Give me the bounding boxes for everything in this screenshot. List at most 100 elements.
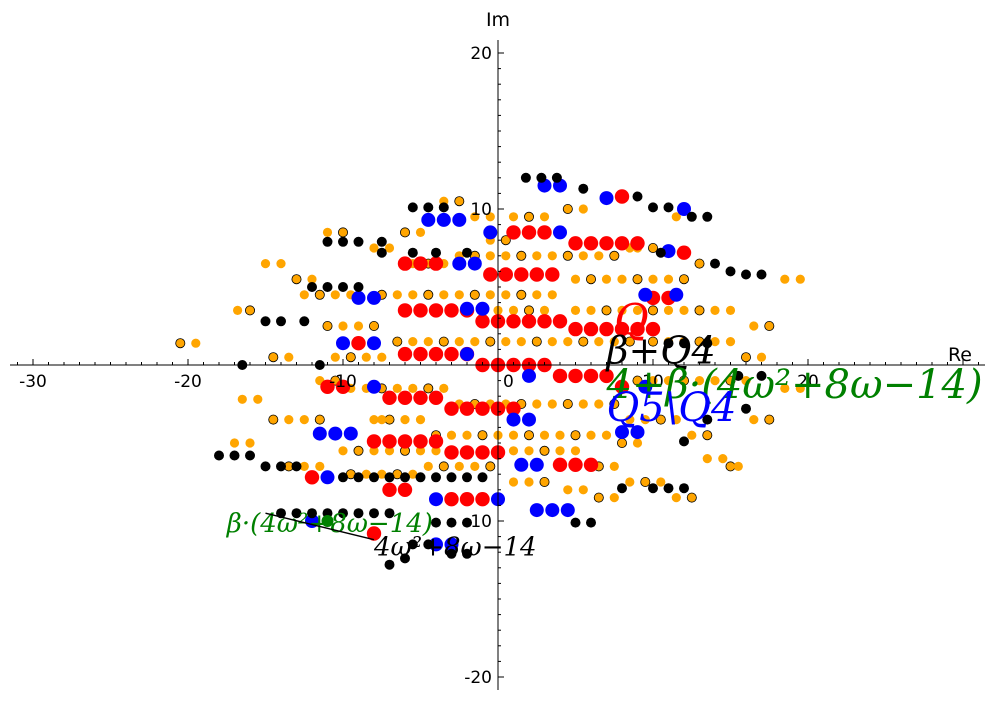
point-orange bbox=[570, 274, 581, 284]
point-orange bbox=[725, 337, 736, 347]
point-red bbox=[568, 368, 583, 384]
y-tick-label: -20 bbox=[464, 668, 492, 688]
point-orange bbox=[314, 414, 325, 425]
point-orange bbox=[586, 305, 596, 315]
point-red bbox=[366, 526, 382, 541]
point-orange bbox=[191, 338, 201, 348]
point-orange bbox=[741, 376, 751, 386]
point-orange bbox=[710, 337, 720, 347]
point-blue bbox=[599, 191, 614, 206]
point-red bbox=[506, 401, 521, 416]
y-axis-label: Im bbox=[486, 9, 510, 31]
point-orange bbox=[617, 437, 628, 448]
point-blue bbox=[312, 426, 327, 441]
point-orange bbox=[477, 430, 488, 441]
point-black bbox=[415, 472, 426, 483]
point-black bbox=[299, 316, 310, 327]
point-orange bbox=[353, 445, 364, 456]
point-blue bbox=[553, 225, 567, 240]
point-black bbox=[446, 517, 457, 528]
point-blue bbox=[630, 425, 645, 440]
point-black bbox=[431, 247, 441, 258]
point-orange bbox=[555, 430, 565, 440]
point-black bbox=[260, 316, 271, 327]
point-orange bbox=[539, 445, 550, 456]
point-black bbox=[741, 269, 751, 280]
point-orange bbox=[756, 352, 767, 362]
point-blue bbox=[514, 457, 529, 472]
point-red bbox=[614, 379, 630, 394]
point-red bbox=[568, 457, 583, 472]
point-orange bbox=[423, 461, 433, 471]
point-orange bbox=[408, 337, 418, 347]
point-orange bbox=[392, 290, 402, 300]
point-black bbox=[679, 338, 689, 349]
point-orange bbox=[547, 337, 557, 347]
point-orange bbox=[485, 251, 495, 261]
point-black bbox=[446, 548, 457, 559]
point-orange bbox=[764, 414, 775, 425]
point-red bbox=[459, 445, 475, 460]
point-orange bbox=[601, 430, 612, 440]
point-black bbox=[462, 517, 472, 528]
point-orange bbox=[570, 446, 581, 456]
point-black bbox=[260, 461, 271, 472]
point-orange bbox=[268, 414, 279, 425]
annotation-label: Q5\Q4 bbox=[607, 385, 737, 431]
point-red bbox=[444, 401, 459, 416]
point-orange bbox=[338, 321, 348, 331]
point-orange bbox=[524, 305, 535, 316]
point-orange bbox=[524, 446, 534, 456]
point-red bbox=[397, 303, 413, 318]
point-blue bbox=[429, 537, 443, 552]
point-black bbox=[369, 508, 379, 519]
point-orange bbox=[470, 337, 480, 347]
point-blue bbox=[522, 368, 536, 383]
point-orange bbox=[718, 454, 728, 464]
point-orange bbox=[531, 336, 542, 347]
point-red bbox=[552, 368, 568, 384]
point-orange bbox=[547, 290, 557, 300]
point-blue bbox=[638, 287, 653, 302]
point-orange bbox=[609, 337, 619, 347]
point-black bbox=[438, 202, 449, 213]
axes-layer: -30 -20 -10 10 20 0 20 10 -10 -20 Re Im bbox=[10, 9, 985, 690]
point-orange bbox=[632, 305, 643, 315]
point-orange bbox=[330, 290, 340, 300]
point-orange bbox=[361, 352, 371, 362]
y-tick-label: 10 bbox=[470, 200, 492, 220]
point-orange bbox=[408, 383, 418, 393]
point-orange bbox=[524, 430, 535, 441]
point-orange bbox=[656, 477, 666, 487]
point-orange bbox=[694, 376, 705, 386]
point-orange bbox=[501, 251, 511, 261]
point-black bbox=[400, 553, 410, 564]
point-blue bbox=[328, 426, 343, 441]
point-orange bbox=[539, 305, 550, 315]
point-orange bbox=[508, 212, 519, 222]
point-red bbox=[335, 379, 351, 394]
point-black bbox=[431, 472, 441, 483]
point-red bbox=[366, 434, 382, 449]
x-tick-label: -20 bbox=[174, 372, 202, 392]
point-orange bbox=[578, 399, 588, 409]
point-black bbox=[338, 236, 348, 247]
point-blue bbox=[343, 426, 358, 441]
point-orange bbox=[516, 250, 527, 261]
point-red bbox=[537, 225, 552, 240]
point-black bbox=[307, 508, 317, 519]
point-orange bbox=[245, 438, 255, 448]
point-orange bbox=[609, 398, 620, 409]
point-blue bbox=[444, 537, 459, 552]
point-blue bbox=[367, 290, 381, 305]
point-orange bbox=[594, 251, 604, 261]
point-blue bbox=[452, 212, 467, 227]
point-orange bbox=[780, 383, 790, 393]
point-black bbox=[686, 211, 697, 222]
point-orange bbox=[446, 430, 457, 440]
point-orange bbox=[532, 251, 542, 261]
point-red bbox=[599, 368, 614, 384]
point-orange bbox=[299, 290, 309, 300]
point-black bbox=[291, 508, 302, 519]
point-red bbox=[428, 390, 444, 405]
